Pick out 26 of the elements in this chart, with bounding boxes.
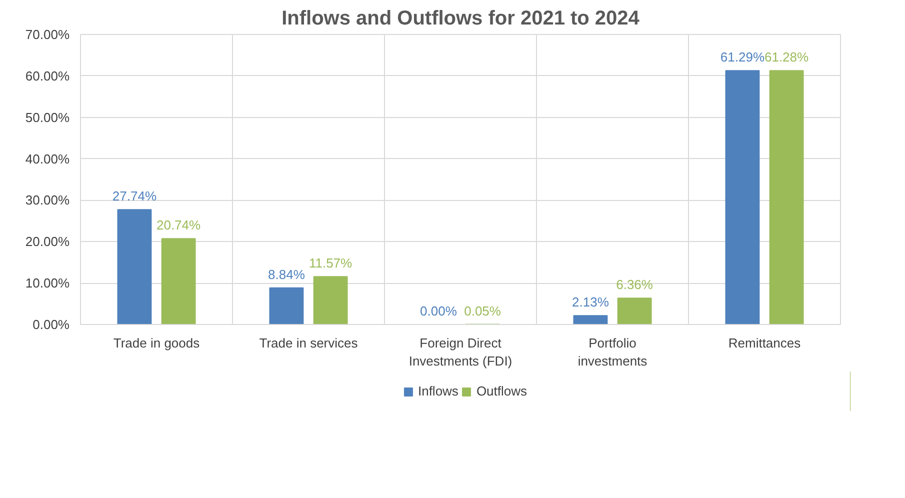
y-tick-label: 0.00% bbox=[32, 317, 70, 332]
y-tick-label: 60.00% bbox=[25, 68, 70, 84]
y-tick-label: 70.00% bbox=[25, 27, 70, 42]
data-label: 11.57% bbox=[308, 256, 353, 271]
data-label: 8.84% bbox=[268, 266, 306, 282]
legend-label: Outflows bbox=[476, 384, 528, 398]
data-label: 2.13% bbox=[572, 294, 610, 310]
x-tick-label: Portfolio investments bbox=[578, 336, 648, 368]
x-tick-label: Remittances bbox=[728, 336, 802, 350]
data-label: 27.74% bbox=[112, 188, 157, 204]
x-tick-label: Foreign Direct Investments (FDI) bbox=[408, 336, 512, 368]
y-tick-label: 30.00% bbox=[25, 192, 70, 208]
data-label: 6.36% bbox=[616, 277, 654, 292]
y-tick-label: 50.00% bbox=[25, 110, 70, 125]
x-tick-label: Trade in goods bbox=[113, 336, 200, 350]
y-tick-label: 10.00% bbox=[25, 276, 70, 291]
data-label: 0.00% bbox=[420, 304, 458, 318]
x-tick-label: Trade in services bbox=[259, 336, 358, 350]
legend-label: Inflows bbox=[418, 384, 458, 398]
y-tick-label: 40.00% bbox=[25, 151, 70, 166]
data-label: 61.29% bbox=[720, 50, 765, 65]
data-label: 61.28% bbox=[764, 50, 810, 65]
chart-title: Inflows and Outflows for 2021 to 2024 bbox=[282, 8, 640, 30]
data-label: 0.05% bbox=[464, 303, 502, 318]
y-tick-label: 20.00% bbox=[25, 234, 70, 250]
data-label: 20.74% bbox=[156, 218, 202, 233]
